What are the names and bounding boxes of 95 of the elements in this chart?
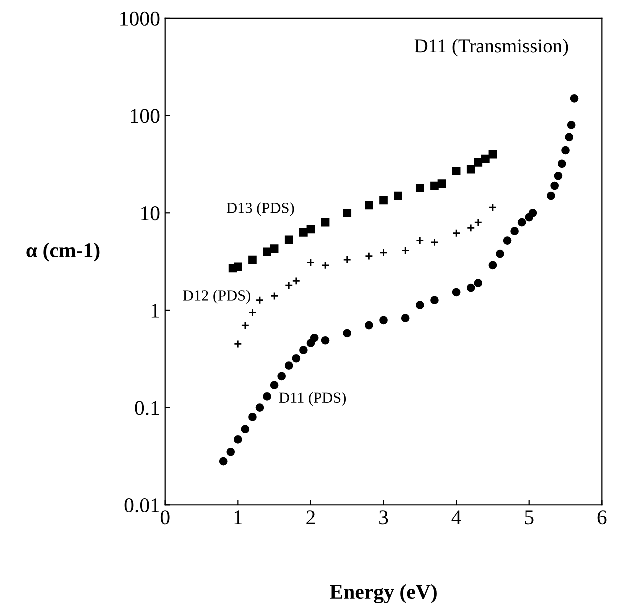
point (380, 196, 388, 205)
point (416, 184, 424, 192)
x-tick-label: 2 (306, 510, 316, 524)
point (430, 296, 439, 305)
point (321, 336, 330, 345)
y-tick-label: 100 (131, 109, 160, 124)
x-tick-label: 0 (160, 510, 170, 525)
series-label: D13 (PDS) (226, 202, 294, 216)
point (466, 284, 476, 292)
point (488, 203, 498, 212)
point (321, 261, 330, 270)
point (300, 228, 308, 237)
point (226, 448, 236, 456)
point (550, 182, 560, 190)
point (503, 236, 512, 245)
point (438, 180, 446, 188)
y-axis-title: α (cm-1) (26, 242, 100, 262)
point (510, 227, 519, 236)
point (528, 208, 538, 218)
point (241, 321, 250, 330)
point (466, 165, 476, 174)
point (292, 354, 301, 363)
point (416, 236, 424, 245)
point (565, 133, 574, 142)
point (562, 146, 570, 155)
point (248, 413, 257, 422)
point (234, 436, 242, 444)
point (452, 288, 461, 297)
y-tick-label: 10 (142, 206, 160, 221)
point (270, 292, 279, 300)
x-axis-title: Energy (eV) (330, 584, 437, 604)
point (300, 346, 308, 354)
point (270, 244, 279, 253)
point (474, 218, 483, 227)
x-tick-label: 6 (598, 510, 607, 525)
point (488, 150, 498, 159)
point (547, 192, 556, 200)
point (284, 236, 294, 244)
point (278, 372, 286, 381)
series-label: D12 (PDS) (183, 290, 250, 304)
point (365, 201, 374, 210)
point (248, 256, 257, 264)
point (558, 160, 566, 168)
y-tick-label: 1 (152, 304, 160, 318)
x-tick-label: 5 (525, 510, 534, 525)
point (234, 340, 242, 348)
point (474, 279, 483, 288)
point (474, 158, 483, 167)
x-tick-label: 1 (234, 510, 242, 524)
point (343, 329, 352, 338)
point (365, 252, 374, 260)
y-tick-label: 0.01 (124, 498, 160, 513)
point (380, 316, 388, 325)
y-tick-label: 1000 (120, 12, 160, 26)
point (263, 248, 272, 256)
x-tick-label: 4 (452, 510, 462, 524)
point (343, 256, 352, 264)
point (365, 321, 374, 330)
point (284, 362, 294, 370)
point (452, 166, 461, 176)
text: D11 (Transmission) (414, 39, 568, 57)
point (380, 248, 388, 258)
point (256, 296, 264, 305)
point (401, 246, 410, 255)
point (306, 258, 316, 267)
point (321, 218, 330, 227)
point (241, 425, 250, 434)
point (416, 301, 424, 310)
y-tick-label: 0.1 (135, 401, 160, 416)
point (248, 308, 257, 317)
point (234, 262, 242, 272)
point (401, 314, 410, 323)
point (263, 392, 272, 401)
point (430, 182, 439, 190)
point (567, 121, 576, 130)
point (430, 238, 439, 247)
point (292, 277, 301, 286)
point (394, 192, 402, 200)
point (554, 172, 563, 180)
point (518, 218, 526, 227)
point (306, 225, 316, 234)
point (488, 261, 498, 270)
point (343, 208, 352, 218)
point (452, 229, 461, 238)
point (270, 381, 279, 390)
point (466, 224, 476, 232)
point (310, 334, 319, 342)
x-tick-label: 3 (380, 510, 388, 525)
point (284, 281, 294, 290)
point (570, 94, 579, 103)
point (482, 154, 490, 164)
point (219, 457, 228, 466)
point (496, 250, 504, 258)
series-label: D11 (PDS) (279, 392, 346, 406)
point (256, 404, 264, 412)
